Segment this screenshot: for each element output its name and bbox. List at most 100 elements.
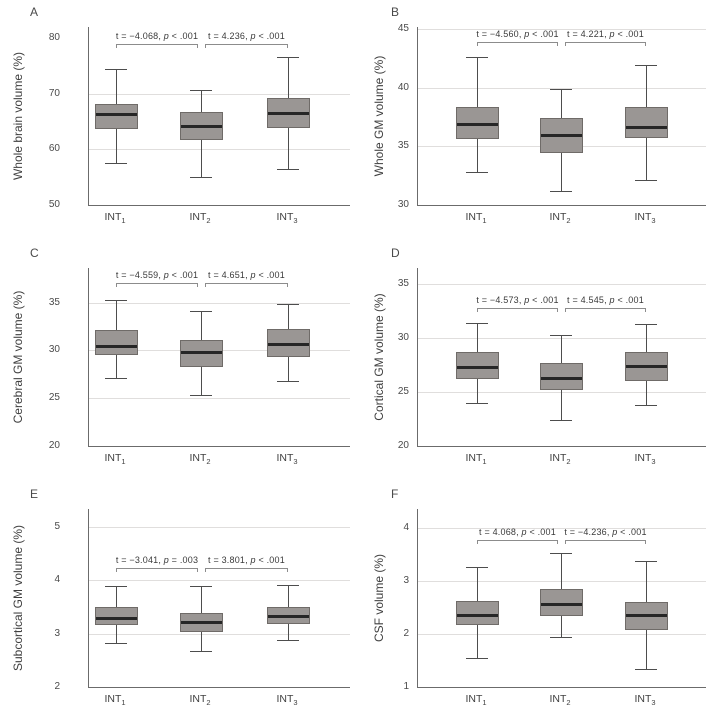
x-tick-label: INT1 (465, 693, 487, 708)
comparison-bracket (205, 43, 288, 48)
median-line (95, 616, 137, 620)
whisker-cap-top (550, 89, 572, 91)
panel-A: A Whole brain volume (%) t = −4.068, p < .… (0, 0, 360, 241)
y-tick-label: 2 (54, 681, 60, 692)
comparison-annotation: t = −4.559, p < .001 (115, 270, 199, 281)
whisker-cap-top (190, 311, 212, 313)
comparison-annotation: t = 4.545, p < .001 (567, 294, 644, 305)
comparison-annotation: t = 3.801, p < .001 (208, 554, 285, 565)
gridline (418, 392, 706, 394)
whisker-cap-top (466, 323, 488, 324)
whisker-cap-top (105, 68, 127, 70)
panel-C: C Cerebral GM volume (%) t = −4.559, p < .… (0, 241, 360, 482)
comparison-annotation: t = −4.573, p < .001 (476, 294, 559, 305)
whisker-cap-bottom (635, 180, 657, 182)
y-tick-label: 80 (48, 32, 60, 44)
whisker-cap-top (635, 561, 657, 563)
comparison-bracket (205, 283, 288, 288)
median-line (625, 614, 667, 618)
comparison-bracket (565, 42, 646, 47)
x-tick-label: INT3 (634, 452, 656, 467)
whisker-cap-bottom (277, 169, 299, 171)
median-line (267, 615, 309, 619)
whisker-cap-top (635, 324, 657, 326)
y-tick-label: 3 (403, 574, 409, 586)
x-tick-label: INT3 (634, 211, 656, 226)
y-tick-label: 25 (48, 392, 60, 404)
comparison-bracket (565, 540, 646, 545)
comparison-bracket (205, 567, 288, 572)
box-iqr (539, 362, 583, 390)
panel-letter: A (30, 5, 39, 19)
panel-letter: E (30, 487, 39, 501)
panel-D: D Cortical GM volume (%) t = −4.573, p < .… (361, 241, 721, 482)
plot-area: t = −4.573, p < .001 t = 4.545, p < .001 (417, 268, 706, 447)
gridline (418, 87, 706, 89)
whisker-cap-top (466, 567, 488, 569)
gridline (418, 580, 706, 582)
box-iqr (94, 103, 138, 129)
whisker-cap-top (550, 552, 572, 554)
x-tick-label: INT3 (276, 211, 298, 226)
whisker-cap-bottom (550, 420, 572, 422)
whisker-cap-bottom (277, 640, 299, 641)
gridline (418, 284, 706, 286)
whisker-cap-top (635, 64, 657, 66)
panel-letter: C (30, 246, 39, 260)
y-tick-label: 30 (397, 199, 409, 210)
comparison-bracket (116, 43, 198, 48)
comparison-annotation: t = −3.041, p = .003 (115, 554, 199, 565)
y-tick-label: 30 (48, 344, 60, 356)
comparison-bracket (116, 283, 198, 288)
whisker-cap-bottom (190, 177, 212, 179)
y-tick-label: 2 (403, 627, 409, 639)
median-line (95, 344, 137, 348)
comparison-bracket (477, 540, 558, 545)
whisker-cap-top (550, 334, 572, 336)
median-line (456, 613, 498, 617)
whisker-cap-bottom (466, 657, 488, 659)
y-tick-label: 35 (48, 296, 60, 308)
x-tick-label: INT1 (104, 452, 126, 467)
comparison-annotation: t = 4.221, p < .001 (567, 29, 644, 40)
median-line (180, 125, 222, 128)
panel-B: B Whole GM volume (%) t = −4.560, p < .001… (361, 0, 721, 241)
panel-F: F CSF volume (%) t = 4.068, p < .001 t = −4… (361, 482, 721, 723)
box-iqr (94, 330, 138, 356)
comparison-annotation: t = 4.068, p < .001 (479, 527, 556, 538)
whisker-cap-bottom (190, 395, 212, 397)
whisker-cap-bottom (635, 405, 657, 406)
x-tick-label: INT2 (549, 693, 571, 708)
box-iqr (94, 607, 138, 625)
panel-letter: D (391, 246, 400, 260)
median-line (95, 113, 137, 117)
gridline (418, 338, 706, 340)
gridline (418, 29, 706, 31)
x-tick-label: INT3 (634, 693, 656, 708)
y-tick-label: 50 (48, 199, 60, 210)
y-tick-label: 40 (397, 81, 409, 93)
whisker-cap-top (105, 299, 127, 301)
gridline (89, 398, 350, 400)
y-axis-title: CSF volume (%) (372, 554, 386, 643)
whisker-cap-bottom (466, 402, 488, 404)
gridline (89, 633, 350, 635)
comparison-annotation: t = 4.236, p < .001 (208, 30, 285, 41)
y-tick-label: 5 (54, 520, 60, 532)
plot-area: t = −4.068, p < .001 t = 4.236, p < .001 (88, 27, 350, 206)
whisker-cap-bottom (466, 172, 488, 174)
gridline (89, 93, 350, 95)
whisker-cap-bottom (635, 668, 657, 670)
whisker-cap-top (190, 586, 212, 587)
whisker-cap-bottom (550, 190, 572, 192)
panel-E: E Subcortical GM volume (%) t = −3.041, p … (0, 482, 360, 723)
plot-area: t = 4.068, p < .001 t = −4.236, p < .001 (417, 509, 706, 688)
x-tick-label: INT2 (189, 452, 211, 467)
y-tick-label: 1 (403, 681, 409, 692)
comparison-bracket (477, 307, 558, 312)
y-axis-title: Cerebral GM volume (%) (11, 290, 25, 424)
whisker-cap-top (190, 90, 212, 92)
y-axis-title: Subcortical GM volume (%) (11, 524, 25, 672)
gridline (89, 580, 350, 582)
